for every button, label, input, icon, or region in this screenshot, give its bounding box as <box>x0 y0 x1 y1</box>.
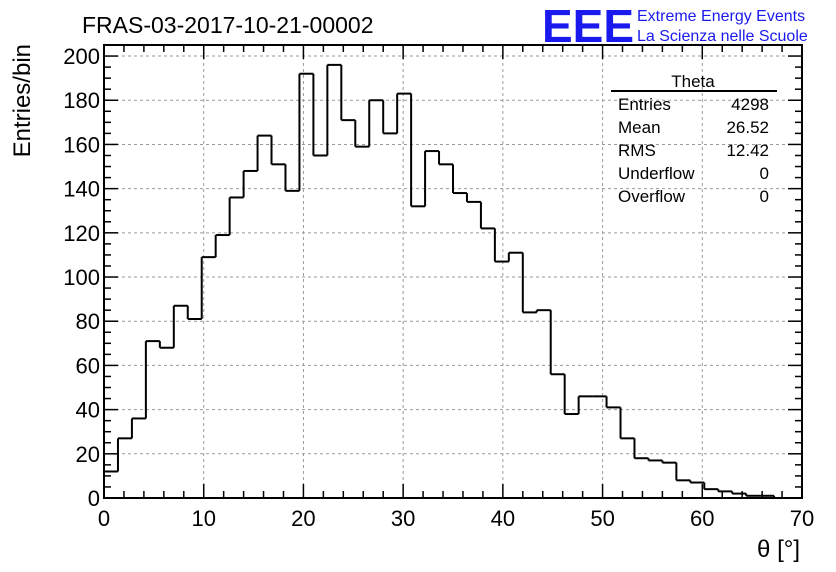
histogram-bin <box>410 93 426 208</box>
histogram-bin <box>228 196 244 236</box>
histogram-bin <box>214 234 230 258</box>
histogram-bin <box>619 407 635 440</box>
histogram-bin <box>703 482 719 491</box>
stats-value-underflow: 0 <box>760 164 769 183</box>
y-tick-label: 80 <box>76 309 100 334</box>
y-tick-label: 120 <box>63 221 100 246</box>
histogram-bin <box>382 100 398 135</box>
histogram-bin <box>675 462 691 482</box>
x-tick-label: 60 <box>690 506 714 531</box>
histogram-bin <box>633 438 649 460</box>
histogram-bin <box>158 341 174 349</box>
y-tick-label: 100 <box>63 265 100 290</box>
y-axis-label: Entries/bin <box>9 44 36 157</box>
histogram-bin <box>689 480 705 484</box>
plot-frame <box>103 44 803 499</box>
y-tick-label: 160 <box>63 132 100 157</box>
histogram-bin <box>144 340 160 419</box>
y-tick-label: 60 <box>76 353 100 378</box>
histogram-bin <box>242 169 258 198</box>
histogram-bin <box>479 201 495 230</box>
logo-line-1: Extreme Energy Events <box>637 8 805 25</box>
logo-line-2: La Scienza nelle Scuole <box>637 28 808 45</box>
histogram-bars <box>103 63 802 499</box>
histogram-bin <box>493 228 509 263</box>
histogram-bin <box>452 164 467 195</box>
histogram-bin <box>465 193 481 203</box>
histogram-bin <box>717 489 733 493</box>
histogram-bin <box>647 458 663 462</box>
histogram-bin <box>270 135 286 166</box>
stats-value-rms: 12.42 <box>726 141 769 160</box>
histogram-bin <box>549 310 565 376</box>
histogram-bin <box>298 72 314 191</box>
stats-label-underflow: Underflow <box>618 164 695 183</box>
run-title: FRAS-03-2017-10-21-00002 <box>82 12 374 38</box>
histogram-bin <box>354 120 370 148</box>
stats-label-overflow: Overflow <box>618 187 686 206</box>
stats-label-mean: Mean <box>618 118 661 137</box>
stats-label-rms: RMS <box>618 141 656 160</box>
grid-lines <box>104 45 802 498</box>
histogram-bin <box>396 92 412 134</box>
histogram-bin <box>116 437 132 472</box>
histogram-bin <box>326 63 342 156</box>
x-tick-label: 0 <box>98 506 110 531</box>
histogram-bin <box>340 64 356 122</box>
histogram-bin <box>368 99 384 147</box>
x-tick-label: 10 <box>191 506 215 531</box>
histogram-bin <box>661 460 677 464</box>
stats-value-entries: 4298 <box>731 95 769 114</box>
axes: 0 10 20 30 40 50 60 70 0 20 40 60 80 100 120 140 160 180 2… <box>63 44 814 531</box>
stats-value-mean: 26.52 <box>726 118 769 137</box>
histogram-bin <box>312 73 328 157</box>
stats-box: Theta Entries 4298 Mean 26.52 RMS 12.42 … <box>611 72 777 206</box>
histogram-bin <box>200 256 216 320</box>
stats-label-entries: Entries <box>618 95 671 114</box>
y-tick-label: 40 <box>76 398 100 423</box>
histogram-bin <box>507 251 523 262</box>
histogram-bin <box>745 493 761 497</box>
x-tick-label: 70 <box>790 506 814 531</box>
histogram-bin <box>424 150 440 207</box>
histogram-bin <box>172 304 188 348</box>
y-tick-label: 0 <box>88 486 100 511</box>
x-axis-label: θ [°] <box>757 536 800 563</box>
x-tick-label: 40 <box>491 506 515 531</box>
histogram-bin <box>563 374 579 416</box>
stats-value-overflow: 0 <box>760 187 769 206</box>
histogram-bin <box>577 395 593 415</box>
x-tick-label: 50 <box>590 506 614 531</box>
histogram-bin <box>731 491 747 495</box>
histogram-bin <box>130 417 146 439</box>
y-tick-label: 140 <box>63 177 100 202</box>
histogram-bin <box>284 164 300 192</box>
x-tick-label: 30 <box>391 506 415 531</box>
histogram-bin <box>605 396 621 409</box>
y-tick-label: 180 <box>63 88 100 113</box>
eee-logo: EEE <box>542 0 634 52</box>
histogram-bin <box>438 151 453 166</box>
histogram-bin <box>535 309 551 313</box>
stats-title: Theta <box>671 72 715 91</box>
x-tick-label: 20 <box>291 506 315 531</box>
histogram-bin <box>521 252 537 314</box>
histogram-bin <box>256 134 272 171</box>
y-tick-label: 20 <box>76 442 100 467</box>
y-tick-label: 200 <box>63 44 100 69</box>
histogram-bin <box>186 305 202 321</box>
